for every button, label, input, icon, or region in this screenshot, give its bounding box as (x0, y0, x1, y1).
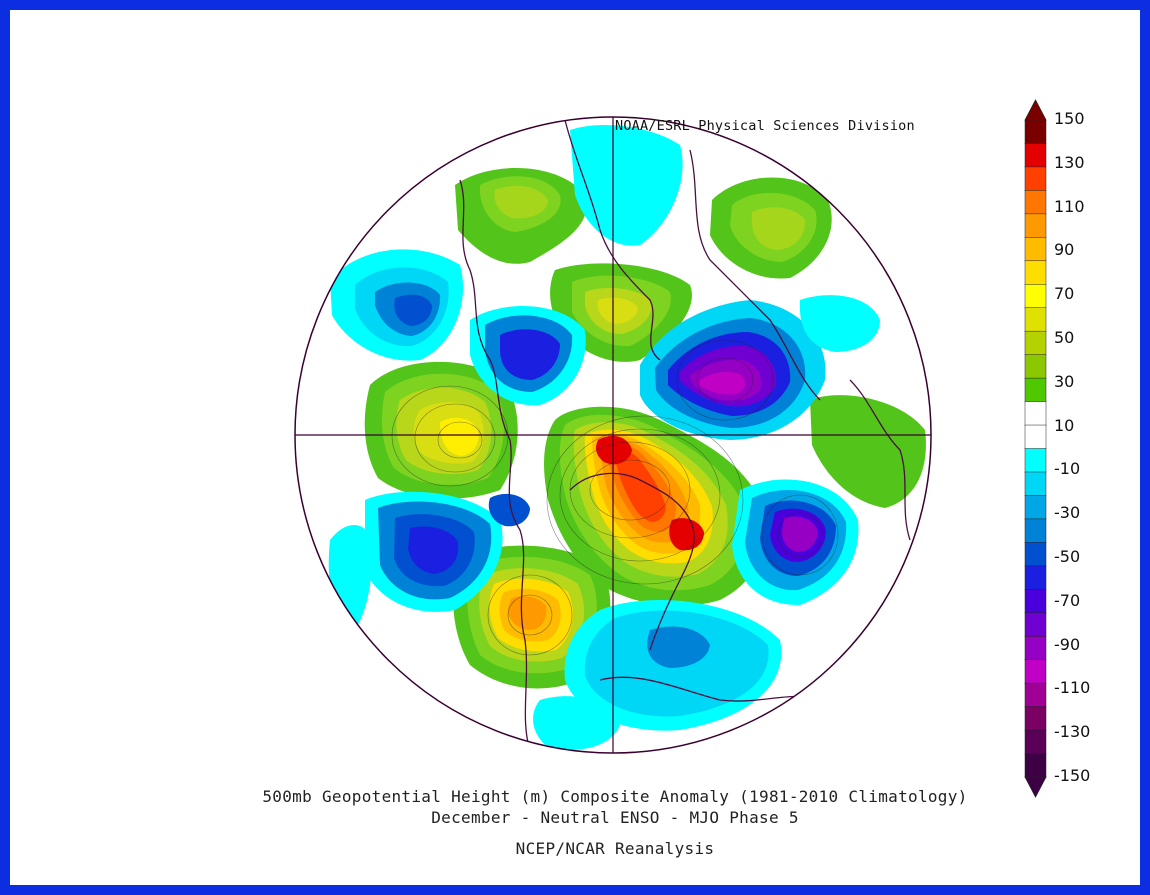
anomaly-field (328, 125, 926, 750)
anomaly-bering-negative (470, 306, 586, 406)
anomaly-pacific-south-negative (365, 491, 530, 612)
anomaly-europe (710, 177, 832, 279)
colorbar-segment (1024, 260, 1047, 285)
colorbar-segment (1024, 706, 1047, 731)
colorbar-segment (1024, 143, 1047, 168)
colorbar-tick-label: 30 (1054, 371, 1075, 391)
anomaly-arctic (544, 406, 764, 607)
colorbar-tick-label: 50 (1054, 328, 1075, 347)
colorbar (1024, 99, 1047, 798)
colorbar-segment (1024, 213, 1047, 239)
caption-subtitle: December - Neutral ENSO - MJO Phase 5 (431, 808, 799, 827)
colorbar-segment (1024, 518, 1047, 544)
contour-lines (391, 339, 839, 656)
caption-title: 500mb Geopotential Height (m) Composite … (262, 787, 968, 806)
colorbar-segment (1024, 495, 1047, 520)
colorbar-segment (1024, 330, 1047, 356)
colorbar-segment (1024, 542, 1047, 567)
colorbar-segment (1024, 753, 1047, 778)
colorbar-segment (1024, 166, 1047, 192)
colorbar-tick-label: -130 (1054, 722, 1091, 742)
colorbar-tick-label: 10 (1054, 415, 1075, 435)
coastlines (459, 119, 911, 751)
colorbar-tick-label: -10 (1054, 459, 1081, 479)
colorbar-tick-label: -50 (1054, 547, 1081, 566)
anomaly-siberia-cyan (799, 295, 880, 352)
anomaly-east-siberia (455, 168, 587, 264)
colorbar-tick-label: 130 (1054, 152, 1085, 172)
anomaly-atlantic-negative (732, 479, 859, 606)
colorbar-segment (1024, 307, 1047, 332)
colorbar-segment (1024, 589, 1047, 614)
anomaly-top-cyan (570, 125, 683, 246)
colorbar-tick-label: 110 (1054, 196, 1085, 216)
colorbar-tick-label: 70 (1054, 284, 1075, 304)
colorbar-segment (1024, 119, 1047, 145)
colorbar-tick-label: -90 (1054, 634, 1081, 654)
colorbar-segment (1024, 565, 1047, 591)
colorbar-segment (1024, 284, 1047, 309)
colorbar-segment (1024, 354, 1047, 379)
colorbar-top-arrow (1024, 99, 1047, 121)
colorbar-tick-label: 150 (1054, 109, 1085, 128)
colorbar-segment (1024, 612, 1047, 637)
colorbar-segment (1024, 377, 1047, 403)
colorbar-segment (1024, 424, 1047, 450)
colorbar-segment (1024, 448, 1047, 473)
anomaly-north-pacific (364, 361, 518, 499)
colorbar-tick-label: -70 (1054, 590, 1081, 610)
credit-label: NOAA/ESRL Physical Sciences Division (615, 118, 915, 134)
colorbar-segment (1024, 471, 1047, 497)
colorbar-segment (1024, 729, 1047, 755)
colorbar-bottom-arrow (1024, 776, 1047, 798)
colorbar-tick-label: -110 (1054, 678, 1091, 698)
anomaly-tropical-atlantic (328, 525, 782, 750)
colorbar-segment (1024, 401, 1047, 426)
anomaly-north-pacific-negative (330, 249, 464, 361)
colorbar-segment (1024, 190, 1047, 215)
colorbar-segment (1024, 635, 1047, 661)
colorbar-segment (1024, 237, 1047, 262)
map-boundary (294, 116, 932, 754)
colorbar-segment (1024, 682, 1047, 708)
colorbar-segment (1024, 659, 1047, 684)
colorbar-tick-label: -150 (1054, 766, 1091, 785)
anomaly-mediterranean-west (810, 395, 926, 508)
caption-source: NCEP/NCAR Reanalysis (515, 839, 715, 858)
colorbar-tick-label: -30 (1054, 503, 1081, 523)
colorbar-tick-label: 90 (1054, 240, 1075, 260)
